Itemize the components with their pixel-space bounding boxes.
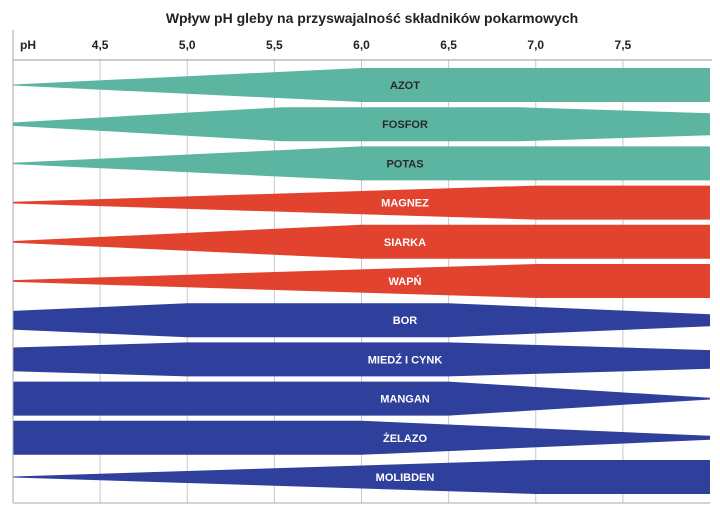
band-miedź-i-cynk: [13, 342, 710, 377]
band-magnez: [13, 185, 710, 220]
band-siarka: [13, 224, 710, 259]
chart-title: Wpływ pH gleby na przyswajalność składni…: [166, 10, 578, 26]
x-tick-labels: 4,5 5,0 5,5 6,0 6,5 7,0 7,5: [92, 38, 632, 52]
band-molibden: [13, 460, 710, 494]
x-tick-label: 5,5: [266, 38, 283, 52]
band-label: MOLIBDEN: [376, 472, 435, 484]
band-label: MANGAN: [380, 394, 430, 406]
x-tick-label: 7,5: [615, 38, 632, 52]
band-mangan: [13, 381, 710, 416]
band-label: BOR: [393, 315, 418, 327]
band-azot: [13, 68, 710, 102]
x-tick-label: 7,0: [527, 38, 544, 52]
band-potas: [13, 146, 710, 181]
band-żelazo: [13, 420, 710, 455]
band-label: FOSFOR: [382, 119, 428, 131]
band-fosfor: [13, 107, 710, 142]
x-tick-label: 4,5: [92, 38, 109, 52]
band-label: MIEDŹ I CYNK: [368, 353, 443, 366]
band-label: ŻELAZO: [383, 432, 427, 445]
band-label: AZOT: [390, 80, 420, 92]
band-wapń: [13, 264, 710, 298]
band-label: WAPŃ: [389, 275, 422, 288]
band-label: POTAS: [386, 158, 423, 170]
x-tick-label: 6,0: [353, 38, 370, 52]
x-axis-label: pH: [20, 38, 36, 52]
band-label: SIARKA: [384, 237, 426, 249]
nutrient-bands: AZOT FOSFOR POTAS MAGNEZ SIARKA WAPŃ BOR MIEDŹ …: [13, 68, 710, 494]
band-bor: [13, 303, 710, 338]
x-tick-label: 6,5: [440, 38, 457, 52]
band-label: MAGNEZ: [381, 198, 429, 210]
x-tick-label: 5,0: [179, 38, 196, 52]
